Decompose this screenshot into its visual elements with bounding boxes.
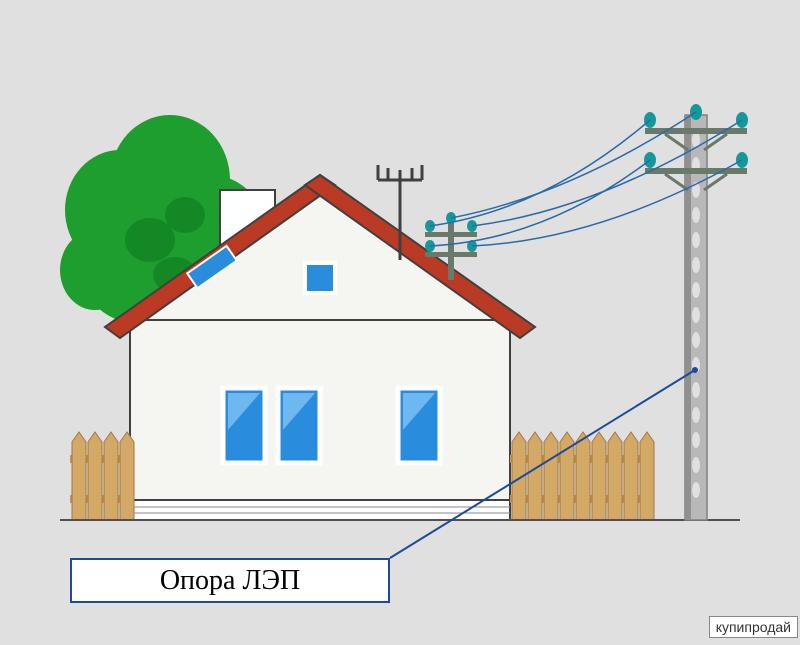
callout-dot: [692, 367, 698, 373]
fence-left: [70, 432, 134, 520]
watermark: купипродай: [709, 616, 798, 638]
diagram-scene: [0, 0, 800, 640]
label-text: Опора ЛЭП: [160, 565, 300, 597]
label-box: Опора ЛЭП: [70, 558, 390, 603]
fence-right: [510, 432, 654, 520]
watermark-text: купипродай: [716, 619, 791, 635]
